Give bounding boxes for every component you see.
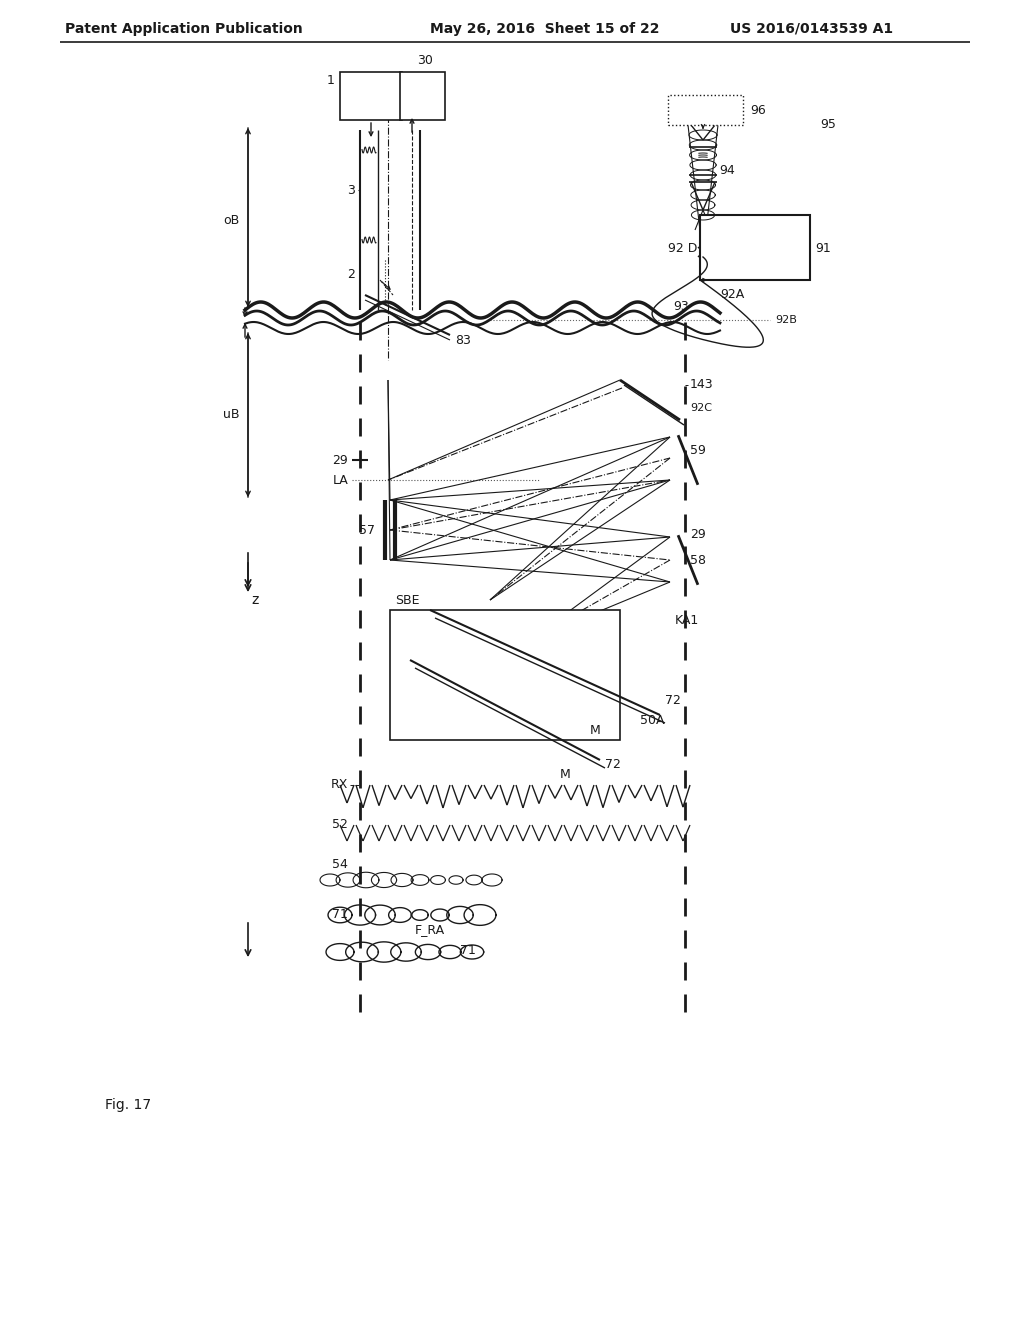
Text: Patent Application Publication: Patent Application Publication bbox=[65, 22, 303, 36]
Text: 143: 143 bbox=[690, 379, 714, 392]
Text: RX: RX bbox=[331, 779, 348, 792]
Text: z: z bbox=[251, 593, 258, 607]
Text: 91: 91 bbox=[815, 242, 830, 255]
Text: 92C: 92C bbox=[690, 403, 712, 413]
Text: US 2016/0143539 A1: US 2016/0143539 A1 bbox=[730, 22, 893, 36]
Text: 92 D: 92 D bbox=[668, 243, 697, 256]
Text: 83: 83 bbox=[455, 334, 471, 346]
Text: 30: 30 bbox=[417, 54, 433, 66]
Text: 54: 54 bbox=[332, 858, 348, 871]
Text: 3: 3 bbox=[347, 183, 355, 197]
Bar bbox=[668, 95, 743, 125]
Text: 29: 29 bbox=[332, 454, 348, 466]
Text: 96: 96 bbox=[750, 103, 766, 116]
Text: 50A: 50A bbox=[640, 714, 665, 726]
Text: LA: LA bbox=[332, 474, 348, 487]
Text: 92B: 92B bbox=[775, 315, 797, 325]
Bar bbox=[340, 73, 402, 120]
Bar bbox=[400, 73, 445, 120]
Text: 71: 71 bbox=[460, 944, 476, 957]
Text: 29: 29 bbox=[690, 528, 706, 541]
Text: 72: 72 bbox=[605, 759, 621, 771]
Text: uB: uB bbox=[223, 408, 240, 421]
Text: M: M bbox=[560, 768, 570, 781]
Bar bbox=[390, 610, 620, 741]
Text: 2: 2 bbox=[347, 268, 355, 281]
Text: 1: 1 bbox=[327, 74, 335, 87]
Text: 71: 71 bbox=[332, 908, 348, 921]
Text: F_RA: F_RA bbox=[415, 924, 445, 936]
Text: KA1: KA1 bbox=[675, 614, 699, 627]
Text: May 26, 2016  Sheet 15 of 22: May 26, 2016 Sheet 15 of 22 bbox=[430, 22, 659, 36]
Text: 59: 59 bbox=[690, 444, 706, 457]
Text: 92A: 92A bbox=[720, 289, 744, 301]
Text: 72: 72 bbox=[665, 693, 681, 706]
Text: oB: oB bbox=[224, 214, 240, 227]
Text: Fig. 17: Fig. 17 bbox=[105, 1098, 152, 1111]
Text: 93: 93 bbox=[673, 301, 689, 314]
Text: 52: 52 bbox=[332, 818, 348, 832]
Text: 58: 58 bbox=[690, 553, 706, 566]
Text: SBE: SBE bbox=[395, 594, 420, 606]
Bar bbox=[700, 215, 810, 280]
Text: 94: 94 bbox=[719, 164, 735, 177]
Text: 95: 95 bbox=[820, 119, 836, 132]
Text: M: M bbox=[590, 723, 601, 737]
Text: 57: 57 bbox=[359, 524, 375, 536]
